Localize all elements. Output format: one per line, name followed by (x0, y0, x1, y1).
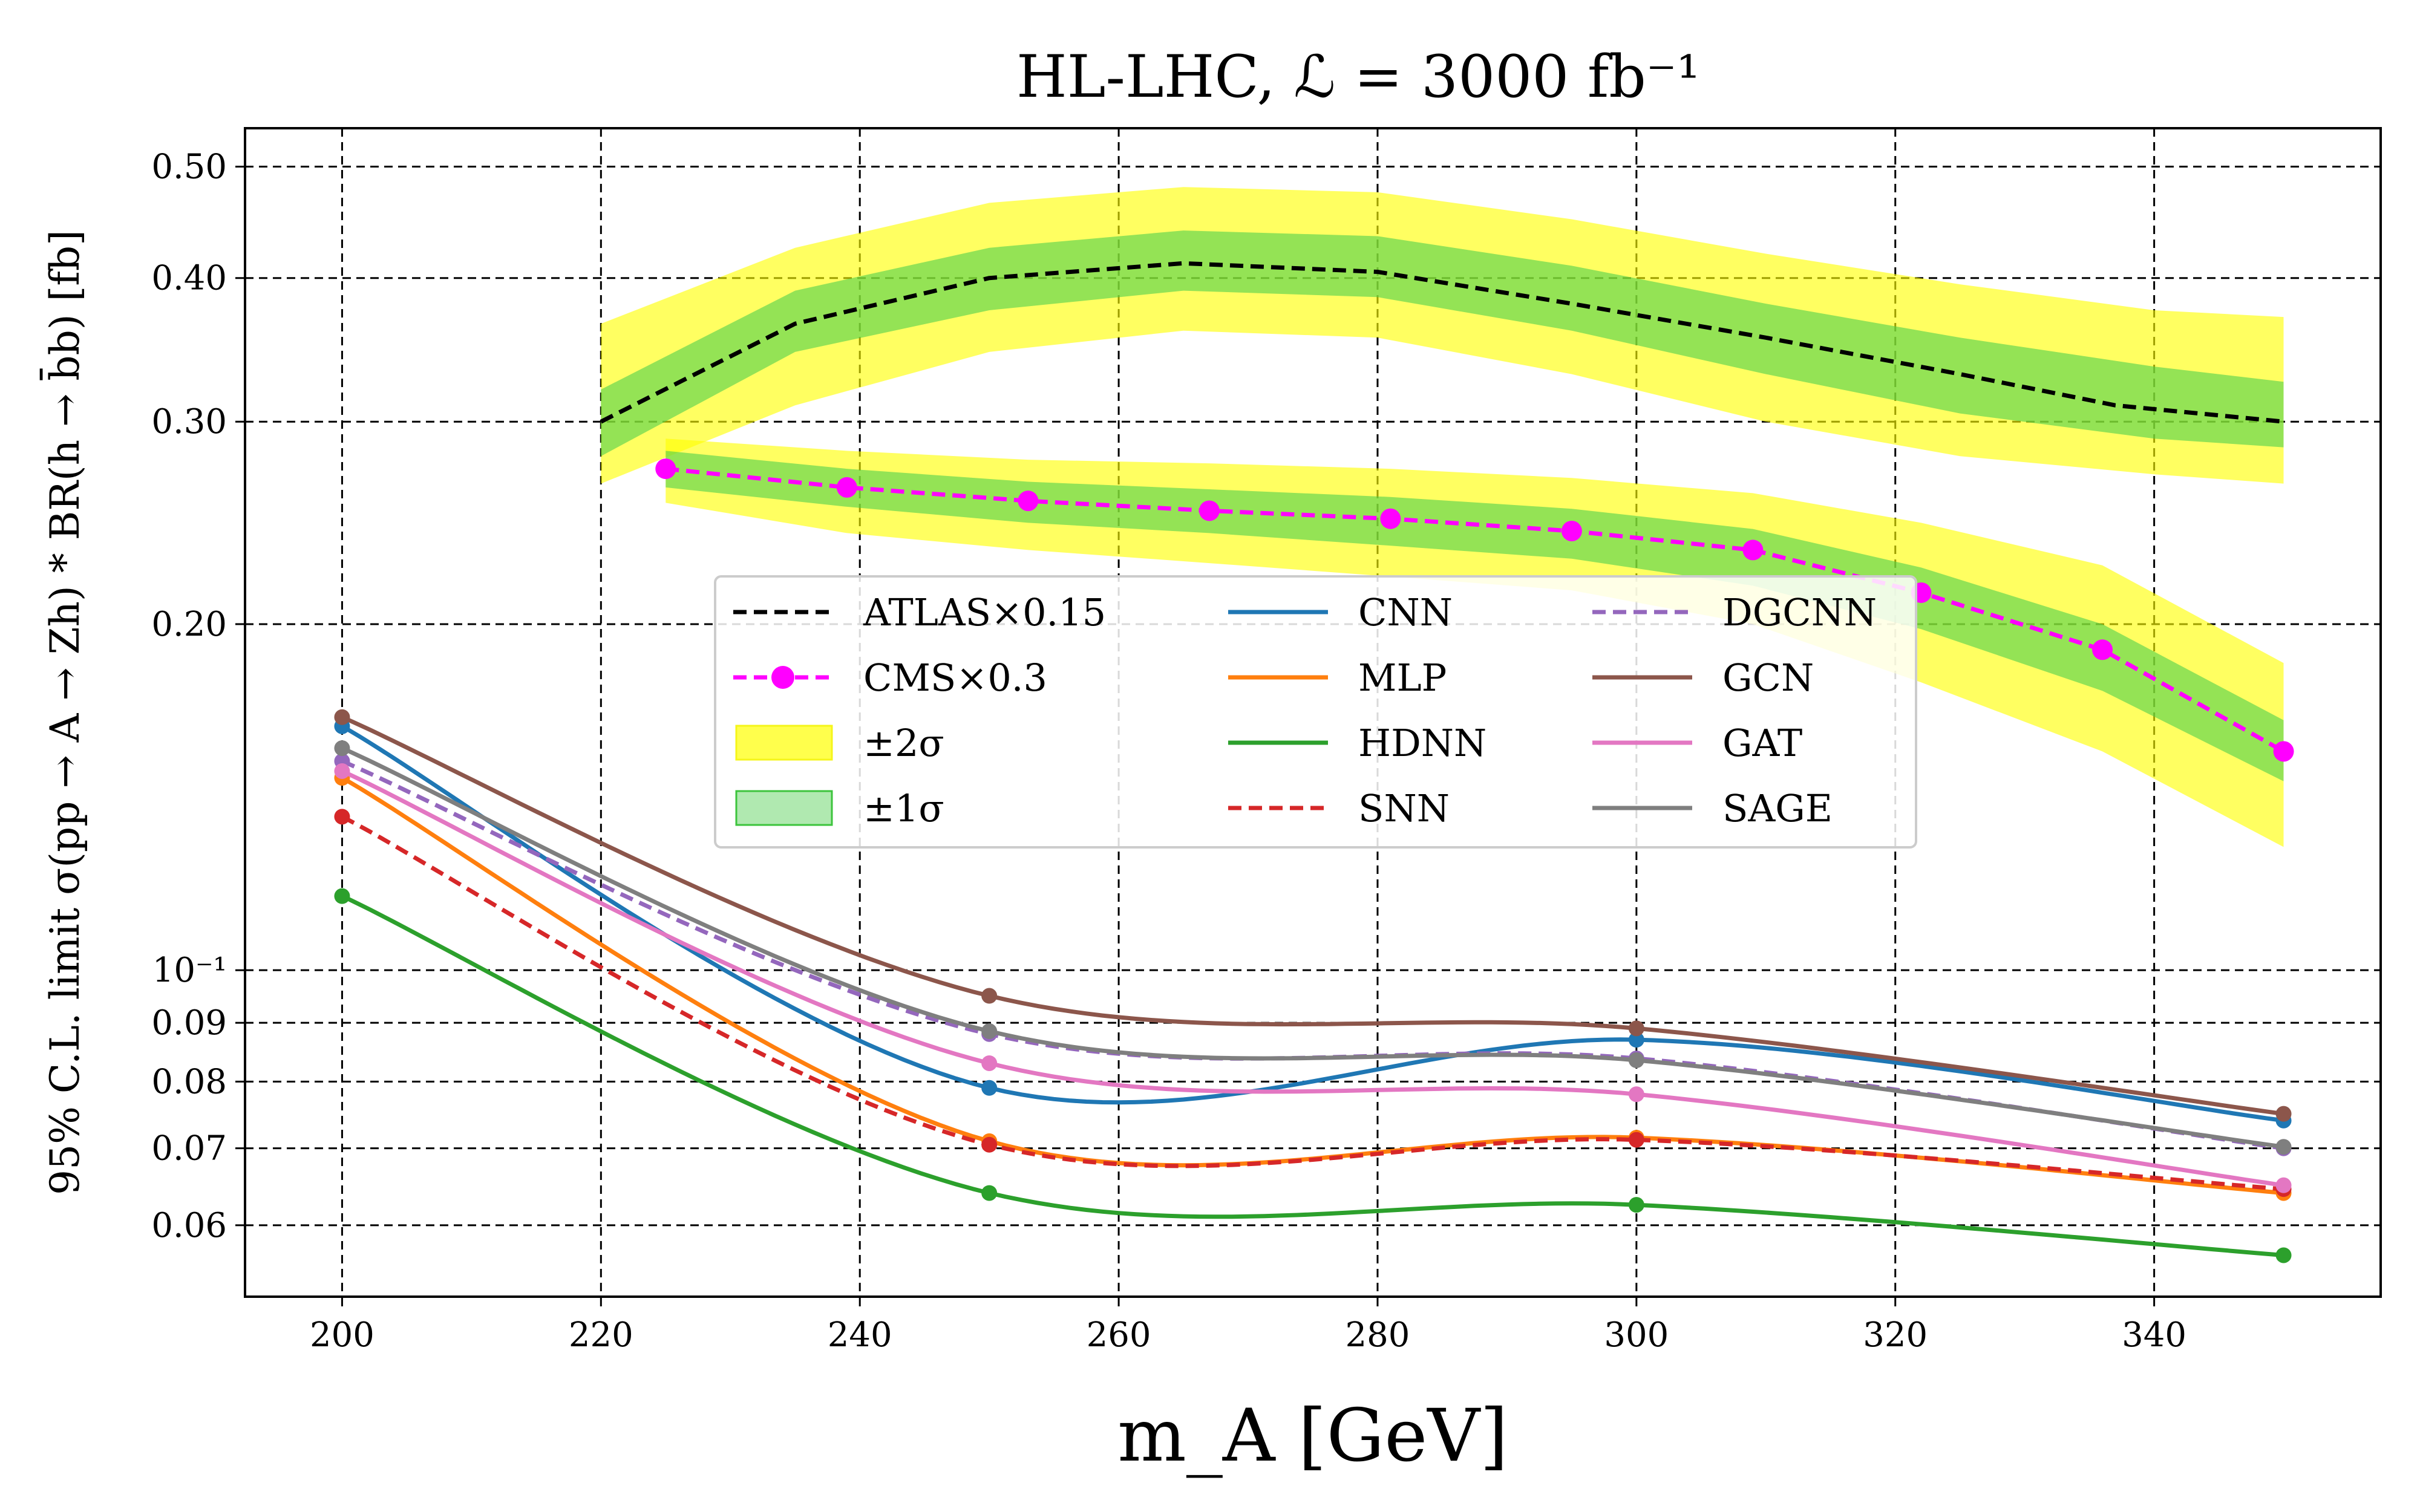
data-point-gat (981, 1055, 998, 1071)
band-area (666, 438, 2284, 847)
legend: ATLAS×0.15 CMS×0.3 ±2σ ±1σ CNN MLP HDNN SNN DGCN… (714, 575, 1917, 849)
legend-handle-patch (735, 790, 833, 826)
data-point-sage (1628, 1052, 1644, 1069)
data-point-sage (334, 740, 350, 757)
y-tick-label: 0.40 (151, 259, 227, 298)
data-point-hdnn (1628, 1197, 1644, 1213)
legend-handle-marker (771, 666, 794, 689)
x-axis-label: m_A [GeV] (1117, 1394, 1508, 1478)
x-axis-ticks: 200 220 240 260 280 300 320 340 (310, 1297, 2186, 1355)
data-point-hdnn (981, 1185, 998, 1201)
data-point-gat (334, 763, 350, 779)
x-tick-label: 280 (1346, 1315, 1410, 1355)
x-tick-label: 220 (569, 1315, 633, 1355)
data-point-gat (2275, 1177, 2292, 1193)
legend-label: DGCNN (1722, 590, 1877, 634)
data-point-snn (1628, 1132, 1644, 1148)
band-area (666, 451, 2284, 781)
data-point-cms-0-3 (1742, 539, 1764, 561)
x-tick-label: 260 (1087, 1315, 1151, 1355)
y-axis-ticks: 0.06 0.07 0.08 0.09 10⁻¹ 0.20 0.30 0.40 0.50 (151, 148, 245, 1245)
data-point-hdnn (2275, 1247, 2292, 1263)
data-point-cms-0-3 (836, 477, 857, 498)
x-tick-label: 340 (2122, 1315, 2186, 1355)
y-tick-label: 0.06 (151, 1206, 227, 1245)
legend-label: GCN (1722, 656, 1814, 700)
data-point-gat (1628, 1086, 1644, 1103)
y-axis-label: 95% C.L. limit σ(pp → A → Zh) * BR(h → b… (41, 230, 88, 1195)
data-point-gcn (2275, 1106, 2292, 1122)
data-point-gcn (334, 709, 350, 725)
series-line-snn (341, 815, 2284, 1191)
x-tick-label: 300 (1604, 1315, 1669, 1355)
y-tick-label: 0.09 (151, 1003, 227, 1043)
y-tick-label: 0.30 (151, 402, 227, 442)
data-point-sage (2275, 1139, 2292, 1155)
x-tick-label: 200 (310, 1315, 374, 1355)
legend-label: ±1σ (863, 786, 944, 830)
data-point-cnn (1628, 1032, 1644, 1048)
x-tick-label: 320 (1863, 1315, 1928, 1355)
data-point-gcn (981, 988, 998, 1004)
legend-label: CNN (1358, 590, 1453, 634)
data-point-sage (981, 1023, 998, 1040)
data-point-cms-0-3 (1199, 500, 1220, 521)
legend-label: HDNN (1358, 721, 1486, 765)
data-point-cms-0-3 (2092, 639, 2113, 660)
uncertainty-bands (601, 187, 2284, 847)
data-point-cms-0-3 (2273, 741, 2294, 762)
legend-handle-patch (735, 725, 833, 761)
data-point-gcn (1628, 1020, 1644, 1037)
series-line-gat (341, 769, 2284, 1188)
data-point-cms-0-3 (655, 458, 676, 480)
series-line-gcn (341, 715, 2284, 1116)
legend-label: GAT (1722, 721, 1802, 765)
plot-frame (244, 127, 2382, 1298)
legend-box (714, 575, 1917, 849)
data-point-cms-0-3 (1561, 521, 1582, 542)
legend-label: CMS×0.3 (863, 656, 1047, 700)
data-point-cnn (981, 1080, 998, 1096)
data-point-hdnn (334, 888, 350, 904)
chart-title: HL-LHC, ℒ = 3000 fb⁻¹ (1016, 43, 1700, 111)
band-area (601, 230, 2284, 457)
legend-label: MLP (1358, 656, 1447, 700)
y-tick-label: 10⁻¹ (152, 951, 227, 990)
series-line-atlas-0-15 (600, 261, 2284, 424)
series-line-cnn (341, 724, 2284, 1123)
data-point-cms-0-3 (1380, 508, 1401, 529)
y-tick-label: 0.07 (151, 1129, 227, 1168)
legend-label: ±2σ (863, 721, 944, 765)
data-point-snn (981, 1136, 998, 1153)
series-line-sage (341, 746, 2284, 1149)
series-line-hdnn (341, 894, 2284, 1257)
data-point-cms-0-3 (1018, 490, 1039, 512)
y-tick-label: 0.08 (151, 1062, 227, 1101)
legend-label: SNN (1358, 786, 1450, 830)
legend-label: ATLAS×0.15 (863, 590, 1106, 634)
series-line-cms-0-3 (665, 466, 2285, 754)
y-tick-label: 0.50 (151, 148, 227, 187)
legend-label: SAGE (1722, 786, 1833, 830)
series-lines (334, 261, 2294, 1263)
x-tick-label: 240 (828, 1315, 892, 1355)
y-tick-label: 0.20 (151, 605, 227, 644)
data-point-snn (334, 809, 350, 825)
